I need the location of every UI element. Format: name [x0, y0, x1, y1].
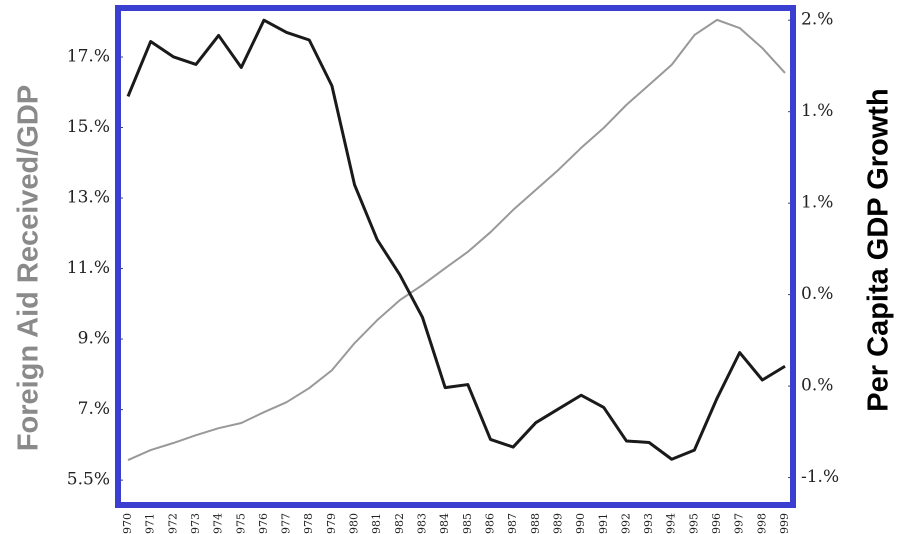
x-tick-label: 1970: [121, 513, 134, 534]
y2-tick-label: -1.%: [801, 467, 839, 487]
x-tick-label: 1999: [778, 513, 791, 534]
y-tick-label: 11.%: [67, 258, 110, 278]
y2-tick-label: 1.%: [801, 101, 833, 121]
x-tick-label: 1995: [687, 513, 700, 534]
y2-tick-label: 0.%: [801, 284, 833, 304]
y-tick-label: 17.%: [67, 46, 110, 66]
plot-frame: [115, 5, 796, 508]
y-tick-label: 7.%: [78, 399, 110, 419]
x-tick-label: 1990: [574, 513, 587, 534]
x-tick-label: 1986: [483, 513, 496, 534]
x-tick-label: 1981: [370, 513, 383, 534]
x-tick-label: 1989: [551, 513, 564, 534]
x-tick-label: 1982: [393, 513, 406, 534]
x-tick-label: 1997: [733, 513, 746, 534]
x-tick-label: 1996: [710, 513, 723, 534]
x-tick-label: 1971: [144, 513, 157, 534]
x-tick-label: 1984: [438, 513, 451, 534]
y-tick-label: 9.%: [78, 329, 110, 349]
x-tick-label: 1998: [755, 513, 768, 534]
y2-tick-label: 1.%: [801, 193, 833, 213]
x-tick-label: 1980: [348, 513, 361, 534]
x-tick-label: 1992: [619, 513, 632, 534]
x-tick-label: 1975: [234, 513, 247, 534]
y-axis-label: Foreign Aid Received/GDP: [13, 85, 45, 451]
y2-axis-label: Per Capita GDP Growth: [863, 88, 895, 411]
x-tick-label: 1991: [597, 513, 610, 534]
x-tick-label: 1972: [166, 513, 179, 534]
x-tick-label: 1983: [416, 513, 429, 534]
y-tick-label: 13.%: [67, 188, 110, 208]
x-tick-label: 1988: [529, 513, 542, 534]
series-line: [127, 18, 786, 462]
x-tick-label: 1974: [212, 513, 225, 534]
series-line: [126, 18, 786, 461]
x-tick-label: 1979: [325, 513, 338, 534]
y-tick-label: 15.%: [67, 117, 110, 137]
y-tick-label: 5.5%: [67, 470, 110, 490]
x-tick-label: 1985: [461, 513, 474, 534]
y2-tick-label: 2.%: [801, 10, 833, 30]
y2-tick-label: 0.%: [801, 376, 833, 396]
x-tick-label: 1987: [506, 513, 519, 534]
x-tick-label: 1993: [642, 513, 655, 534]
x-tick-label: 1994: [665, 513, 678, 534]
x-tick-label: 1973: [189, 513, 202, 534]
x-tick-label: 1978: [302, 513, 315, 534]
x-tick-label: 1976: [257, 513, 270, 534]
x-tick-label: 1977: [280, 513, 293, 534]
